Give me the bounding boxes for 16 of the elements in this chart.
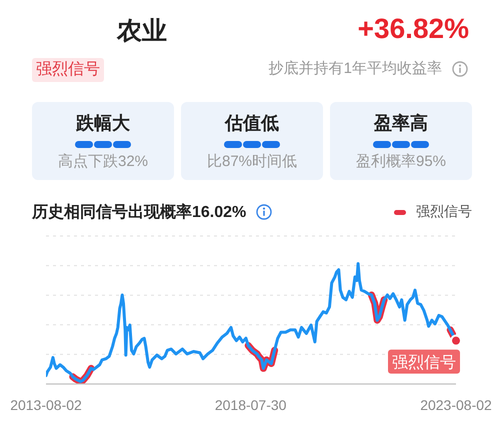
text: 强烈信号	[36, 61, 100, 78]
text: 抄底并持有1年平均收益率	[268, 60, 442, 77]
legend-label: 强烈信号	[416, 203, 472, 221]
text: +36.82%	[358, 13, 469, 44]
text: 农业	[117, 17, 167, 45]
text: 跌幅大	[76, 113, 130, 133]
text: 估值低	[225, 113, 279, 133]
x-tick-label: 2018-07-30	[214, 396, 287, 413]
text: 比87%时间低	[206, 153, 298, 170]
x-tick-label: 2013-08-02	[10, 396, 82, 413]
chart-title: 历史相同信号出现概率16.02%	[32, 204, 246, 220]
annotation: 强烈信号	[392, 354, 456, 372]
text: 高点下跌32%	[58, 153, 148, 170]
x-tick-label: 2023-08-02	[420, 396, 492, 413]
text: 盈利概率95%	[356, 153, 446, 170]
text: 盈率高	[374, 113, 428, 133]
